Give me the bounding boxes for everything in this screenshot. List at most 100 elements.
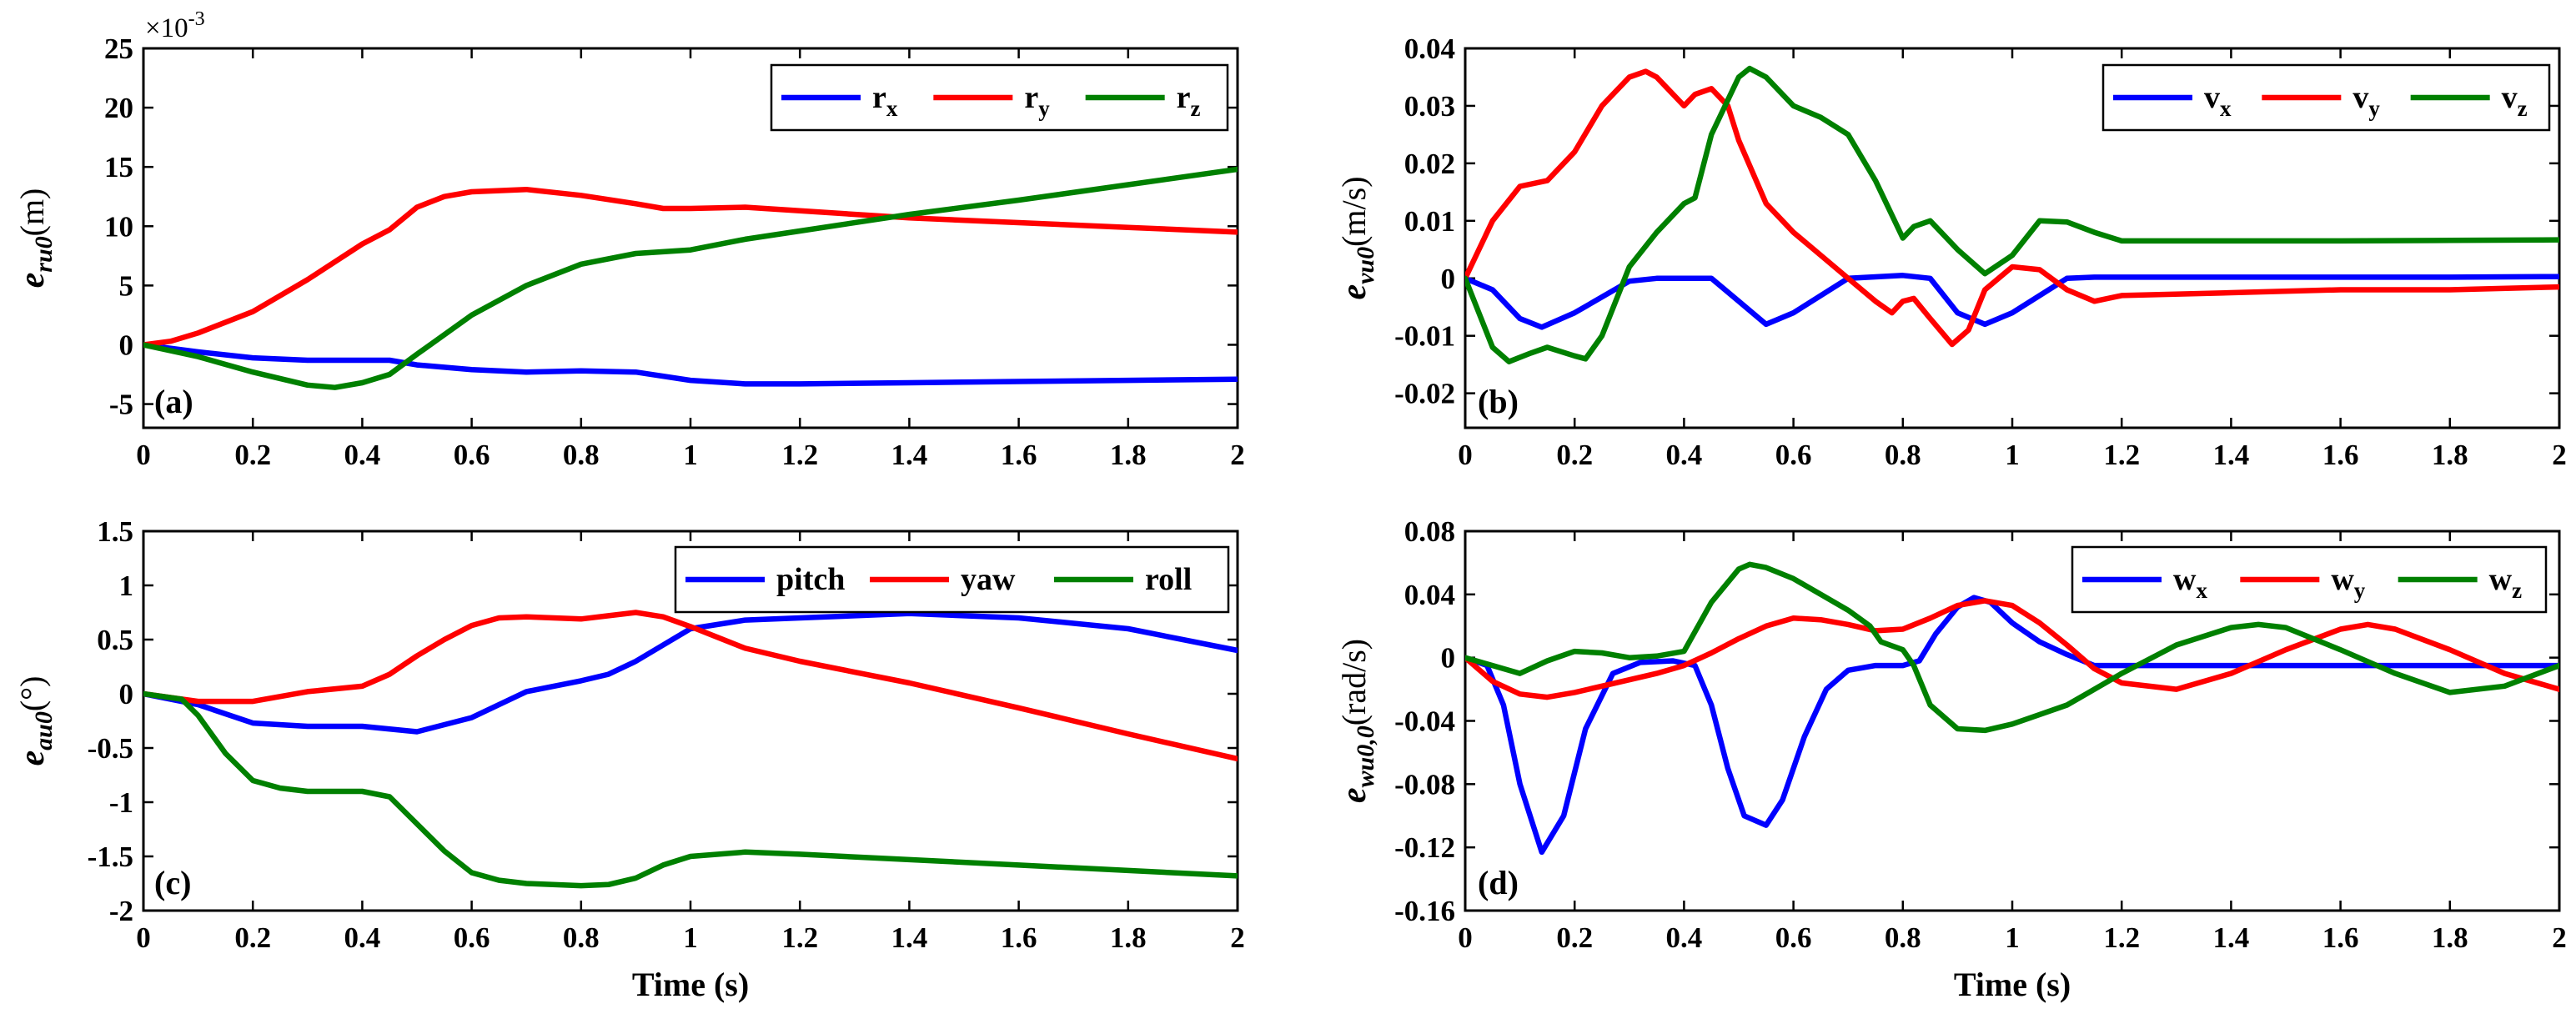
y-tick-label: -2 bbox=[109, 895, 133, 927]
y-tick-label: -0.5 bbox=[88, 732, 133, 765]
x-tick-label: 0.2 bbox=[234, 921, 271, 954]
y-tick-label: 10 bbox=[104, 210, 133, 243]
series-line-vx bbox=[1465, 273, 2559, 330]
x-tick-label: 0.6 bbox=[1775, 439, 1812, 471]
series-line-wy bbox=[1465, 598, 2559, 700]
legend: vx vy vz bbox=[2101, 63, 2551, 132]
x-tick-label: 1.4 bbox=[2213, 921, 2250, 954]
legend-label-vx: vx bbox=[2204, 80, 2232, 121]
legend-label-yaw: yaw bbox=[961, 562, 1016, 597]
x-tick-label: 1 bbox=[2005, 439, 2020, 471]
x-tick-label: 1.2 bbox=[781, 439, 818, 471]
y-tick-label: 0 bbox=[1441, 642, 1456, 675]
legend-label-roll: roll bbox=[1145, 562, 1192, 597]
x-tick-label: 1 bbox=[683, 439, 698, 471]
x-tick-label: 1.2 bbox=[781, 921, 818, 954]
x-tick-label: 1.2 bbox=[2103, 921, 2140, 954]
legend-label-rz: rz bbox=[1177, 80, 1201, 121]
y-axis-label: ewu0,0(rad/s) bbox=[1335, 639, 1379, 803]
x-tick-label: 2 bbox=[1230, 439, 1245, 471]
y-tick-label: 15 bbox=[104, 151, 133, 183]
panel-label: (b) bbox=[1478, 383, 1519, 420]
y-tick-label: 1 bbox=[119, 570, 134, 602]
y-tick-label: 0.01 bbox=[1404, 205, 1455, 238]
x-tick-label: 1 bbox=[683, 921, 698, 954]
x-tick-label: 0.4 bbox=[1666, 921, 1703, 954]
y-tick-label: -0.04 bbox=[1394, 705, 1455, 738]
series-line-yaw bbox=[143, 610, 1238, 762]
legend-box bbox=[674, 545, 1230, 614]
x-tick-label: 2 bbox=[2552, 921, 2567, 954]
series-line-ry bbox=[143, 186, 1238, 348]
y-axis-label: eru0(m) bbox=[13, 188, 58, 289]
y-tick-label: 20 bbox=[104, 92, 133, 124]
legend-label-wy: wy bbox=[2331, 562, 2365, 603]
panel-d: 0 0.2 0.4 0.6 0.8 1 1.2 1.4 1.6 1.8 2 -0.16 -0.12 -0.… bbox=[1335, 515, 2567, 1003]
panel-label: (d) bbox=[1478, 864, 1519, 901]
x-tick-label: 0 bbox=[1458, 439, 1473, 471]
y-tick-label: 0.5 bbox=[97, 624, 133, 656]
series-line-rx bbox=[143, 342, 1238, 387]
x-tick-label: 1.6 bbox=[1001, 439, 1037, 471]
y-tick-label: 0.08 bbox=[1404, 515, 1455, 548]
legend: wx wy wz bbox=[2071, 545, 2548, 614]
x-tick-label: 2 bbox=[1230, 921, 1245, 954]
x-tick-label: 1.6 bbox=[2322, 439, 2359, 471]
x-tick-label: 1.4 bbox=[891, 921, 928, 954]
series-line-pitch bbox=[143, 610, 1238, 735]
y-tick-label: 5 bbox=[119, 269, 134, 302]
x-tick-label: 0.4 bbox=[1666, 439, 1703, 471]
x-tick-label: 0.4 bbox=[344, 921, 381, 954]
x-tick-label: 0 bbox=[136, 439, 151, 471]
legend: rx ry rz bbox=[770, 63, 1229, 132]
y-tick-label: -0.01 bbox=[1394, 320, 1455, 353]
panel-b: 0 0.2 0.4 0.6 0.8 1 1.2 1.4 1.6 1.8 2 -0.02 -0.01 0 0.… bbox=[1335, 33, 2567, 471]
x-tick-label: 1.8 bbox=[1110, 439, 1147, 471]
x-tick-label: 0.2 bbox=[1556, 921, 1593, 954]
x-tick-label: 0.6 bbox=[454, 921, 490, 954]
x-tick-label: 1.6 bbox=[2322, 921, 2359, 954]
x-tick-label: 0.8 bbox=[1885, 439, 1921, 471]
y-tick-label: -1 bbox=[109, 786, 133, 819]
x-tick-label: 1.8 bbox=[2432, 921, 2468, 954]
legend-label-pitch: pitch bbox=[776, 562, 845, 597]
x-tick-label: 0.2 bbox=[1556, 439, 1593, 471]
panel-label: (c) bbox=[154, 864, 191, 901]
x-axis-label: Time (s) bbox=[1954, 966, 2071, 1003]
x-tick-label: 2 bbox=[2552, 439, 2567, 471]
y-tick-label: -1.5 bbox=[88, 841, 133, 873]
y-tick-label: 0 bbox=[1441, 263, 1456, 295]
series-line-vz bbox=[1465, 65, 2559, 364]
x-tick-label: 0.8 bbox=[1885, 921, 1921, 954]
x-tick-label: 0.6 bbox=[1775, 921, 1812, 954]
x-tick-label: 1 bbox=[2005, 921, 2020, 954]
y-tick-label: 1.5 bbox=[97, 515, 133, 548]
y-tick-label: -5 bbox=[109, 389, 133, 421]
x-tick-label: 1.8 bbox=[1110, 921, 1147, 954]
y-axis-label: evu0(m/s) bbox=[1335, 176, 1379, 299]
x-tick-label: 0 bbox=[1458, 921, 1473, 954]
x-tick-label: 1.4 bbox=[891, 439, 928, 471]
legend-label-wz: wz bbox=[2489, 562, 2522, 603]
x-tick-label: 1.4 bbox=[2213, 439, 2250, 471]
y-tick-label: 0 bbox=[119, 678, 134, 710]
y-tick-label: 0.03 bbox=[1404, 90, 1455, 123]
x-tick-label: 0.8 bbox=[563, 921, 600, 954]
legend-label-ry: ry bbox=[1024, 80, 1050, 121]
y-tick-label: 25 bbox=[104, 33, 133, 65]
x-tick-label: 0.2 bbox=[234, 439, 271, 471]
y-tick-label: -0.12 bbox=[1394, 831, 1455, 864]
y-exponent-label: ×10-3 bbox=[145, 8, 205, 43]
legend-label-wx: wx bbox=[2173, 562, 2207, 603]
y-tick-label: 0 bbox=[119, 329, 134, 361]
x-axis-label: Time (s) bbox=[632, 966, 749, 1003]
panel-c: 0 0.2 0.4 0.6 0.8 1 1.2 1.4 1.6 1.8 2 -2 -1.5 -1 -0.5 0… bbox=[13, 515, 1245, 1003]
x-tick-label: 0.4 bbox=[344, 439, 381, 471]
x-tick-label: 1.2 bbox=[2103, 439, 2140, 471]
y-tick-label: -0.16 bbox=[1394, 895, 1455, 927]
x-tick-label: 1.8 bbox=[2432, 439, 2468, 471]
legend-label-vz: vz bbox=[2502, 80, 2528, 121]
legend-label-rx: rx bbox=[872, 80, 898, 121]
series-line-vy bbox=[1465, 68, 2559, 348]
y-tick-label: 0.04 bbox=[1404, 579, 1455, 611]
